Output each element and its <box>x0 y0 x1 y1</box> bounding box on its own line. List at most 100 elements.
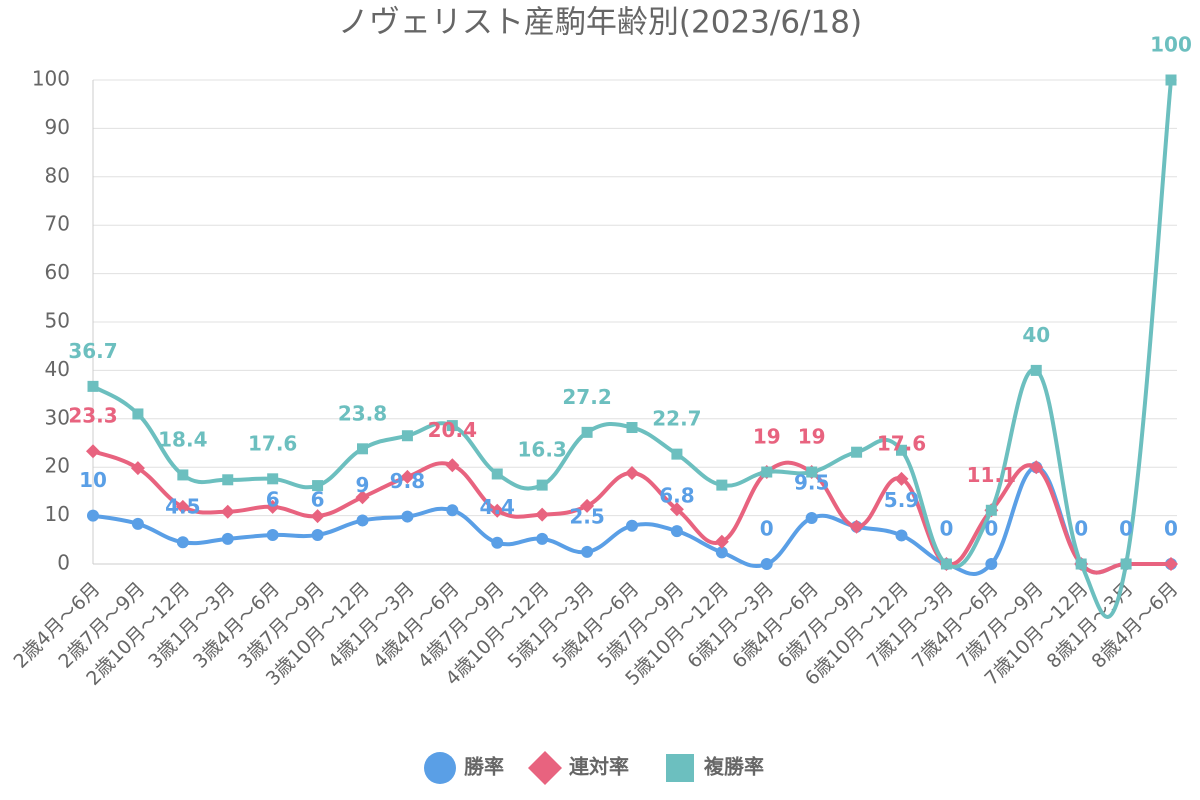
point <box>175 499 190 514</box>
point <box>86 444 100 459</box>
point <box>310 509 325 524</box>
data-label: 0 <box>1119 517 1133 541</box>
series <box>87 74 1177 619</box>
point <box>715 546 728 559</box>
y-tick-label: 50 <box>45 309 70 333</box>
point <box>491 536 504 549</box>
data-label: 36.7 <box>68 339 117 363</box>
point <box>581 426 593 438</box>
point <box>806 466 818 478</box>
point <box>401 430 413 442</box>
y-tick-label: 70 <box>45 212 70 236</box>
point <box>176 536 189 549</box>
point <box>312 480 324 492</box>
point <box>805 512 818 525</box>
data-label: 23.8 <box>338 401 387 425</box>
point <box>1075 558 1087 570</box>
point <box>1164 557 1178 571</box>
point <box>400 469 415 484</box>
point <box>626 422 638 434</box>
series <box>87 461 1177 576</box>
data-label: 9.5 <box>794 471 829 495</box>
point <box>220 504 235 519</box>
data-label: 23.3 <box>68 404 117 428</box>
point <box>267 473 279 485</box>
point <box>446 420 458 432</box>
chart-title: ノヴェリスト産駒年齢別(2023/6/18) <box>338 5 862 41</box>
data-label: 17.6 <box>248 431 297 455</box>
point <box>1120 558 1132 570</box>
point <box>625 466 639 481</box>
y-tick-label: 20 <box>45 454 70 478</box>
data-label: 0 <box>939 517 953 541</box>
point <box>491 468 503 480</box>
point <box>580 498 595 513</box>
point <box>581 545 594 558</box>
point <box>760 558 773 570</box>
data-label: 4.5 <box>165 495 200 519</box>
point <box>535 507 550 522</box>
data-label: 6.8 <box>659 484 694 508</box>
point <box>716 479 728 491</box>
point <box>311 528 324 541</box>
point <box>221 532 234 545</box>
point <box>87 509 99 522</box>
point <box>671 448 683 460</box>
point <box>1030 364 1042 376</box>
data-label: 40 <box>1022 323 1050 347</box>
data-label: 0 <box>1164 517 1178 541</box>
point <box>536 479 548 491</box>
data-label: 9.8 <box>390 469 425 493</box>
y-tick-label: 30 <box>45 405 70 429</box>
data-label: 5.9 <box>884 488 919 512</box>
data-label: 19 <box>798 425 826 449</box>
data-label: 6 <box>266 487 280 511</box>
point <box>895 529 908 542</box>
legend-label: 連対率 <box>569 755 629 779</box>
y-tick-label: 80 <box>45 163 70 187</box>
y-tick-label: 60 <box>45 260 70 284</box>
data-label: 18.4 <box>158 427 207 451</box>
point <box>626 519 638 532</box>
data-label: 6 <box>311 487 325 511</box>
point <box>985 558 998 570</box>
data-label: 0 <box>984 517 998 541</box>
point <box>355 490 370 505</box>
point <box>222 474 234 486</box>
point <box>714 534 729 549</box>
point <box>401 510 414 523</box>
point <box>265 499 280 514</box>
data-label: 16.3 <box>517 438 566 462</box>
data-label: 4.4 <box>480 495 515 519</box>
legend-label: 複勝率 <box>704 755 764 779</box>
legend-marker <box>666 754 694 782</box>
point <box>1165 74 1177 86</box>
data-label: 0 <box>1074 517 1088 541</box>
point <box>446 504 459 517</box>
data-label: 10 <box>79 468 107 492</box>
data-label: 22.7 <box>652 407 701 431</box>
data-label: 17.6 <box>877 431 926 455</box>
point <box>536 532 549 545</box>
data-label: 2.5 <box>569 504 604 528</box>
legend-marker <box>528 751 562 785</box>
point <box>761 466 773 478</box>
y-tick-label: 100 <box>32 67 70 91</box>
line <box>92 449 1171 575</box>
data-label: 100 <box>1150 33 1192 57</box>
y-tick-label: 10 <box>45 502 70 526</box>
point <box>490 503 505 518</box>
point <box>356 514 369 527</box>
data-label: 9 <box>356 473 370 497</box>
point <box>177 469 189 481</box>
point <box>985 504 997 516</box>
data-label: 27.2 <box>562 385 611 409</box>
point <box>849 519 864 534</box>
y-tick-label: 90 <box>45 115 70 139</box>
legend-label: 勝率 <box>464 755 504 779</box>
point <box>851 446 863 458</box>
y-tick-label: 40 <box>45 357 70 381</box>
point <box>357 443 368 455</box>
point <box>670 525 683 538</box>
